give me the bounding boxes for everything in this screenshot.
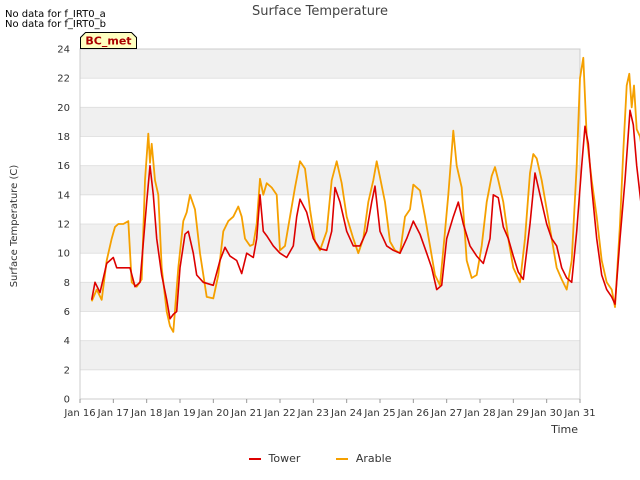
background-band	[80, 282, 580, 312]
legend-label-arable: Arable	[355, 452, 392, 465]
x-tick-label: Jan 21	[230, 408, 262, 419]
x-tick-label: Jan 31	[563, 408, 595, 419]
chart-legend: Tower Arable	[0, 452, 640, 465]
x-tick-label: Jan 29	[497, 408, 529, 419]
legend-item-arable: Arable	[335, 452, 392, 465]
series-line-arable	[90, 56, 640, 333]
y-tick-label: 22	[57, 74, 70, 85]
y-tick-label: 6	[64, 307, 70, 318]
legend-swatch-arable	[335, 458, 348, 460]
x-tick-label: Jan 17	[97, 408, 129, 419]
x-tick-label: Jan 22	[263, 408, 295, 419]
x-tick-label: Jan 19	[163, 408, 195, 419]
x-axis-ticks: Jan 16 Jan 17 Jan 18 Jan 19 Jan 20 Jan 21 Jan …	[63, 399, 596, 419]
y-tick-label: 4	[64, 336, 70, 347]
chart-title: Surface Temperature	[252, 4, 388, 19]
x-tick-label: Jan 20	[197, 408, 229, 419]
station-label-badge: BC_met	[80, 32, 137, 49]
y-tick-label: 24	[57, 45, 70, 56]
legend-label-tower: Tower	[268, 452, 301, 465]
y-tick-label: 20	[57, 103, 70, 114]
background-band	[80, 340, 580, 370]
y-tick-label: 2	[64, 365, 70, 376]
x-tick-label: Jan 18	[130, 408, 162, 419]
background-band	[80, 49, 580, 79]
x-tick-label: Jan 16	[63, 408, 95, 419]
no-data-note-a: No data for f_IRT0_a	[5, 9, 106, 20]
x-tick-label: Jan 28	[463, 408, 495, 419]
y-tick-label: 16	[57, 161, 70, 172]
x-tick-label: Jan 23	[297, 408, 329, 419]
legend-swatch-tower	[248, 458, 261, 460]
x-tick-label: Jan 24	[330, 408, 362, 419]
plot-frame	[79, 48, 581, 400]
station-label-text: BC_met	[85, 35, 131, 48]
x-tick-label: Jan 25	[363, 408, 395, 419]
y-tick-label: 18	[57, 132, 70, 143]
series-lines	[90, 56, 640, 333]
legend-item-tower: Tower	[248, 452, 301, 465]
series-line-tower	[90, 109, 640, 320]
y-tick-label: 10	[57, 249, 70, 260]
y-tick-label: 0	[64, 395, 70, 406]
no-data-note-b: No data for f_IRT0_b	[5, 19, 106, 30]
y-tick-label: 12	[57, 220, 70, 231]
y-tick-label: 14	[57, 190, 70, 201]
y-tick-label: 8	[64, 278, 70, 289]
x-tick-label: Jan 27	[430, 408, 462, 419]
background-band	[80, 107, 580, 137]
x-tick-label: Jan 26	[397, 408, 429, 419]
x-tick-label: Jan 30	[530, 408, 562, 419]
x-axis-label: Time	[550, 423, 578, 436]
y-axis-label: Surface Temperature (C)	[9, 165, 20, 288]
